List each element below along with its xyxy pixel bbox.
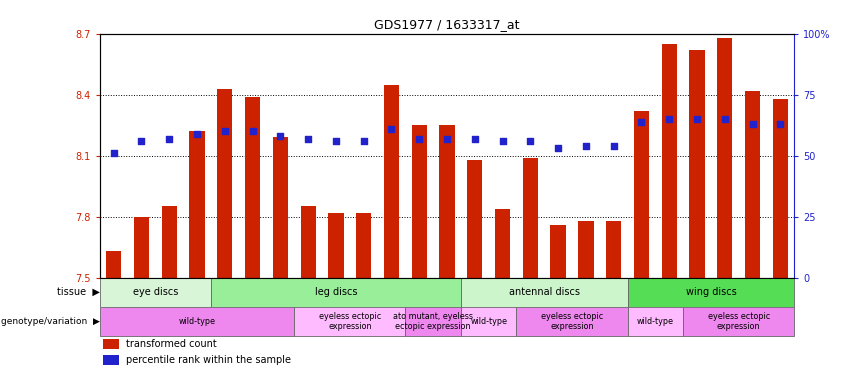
Bar <box>628 278 794 307</box>
Point <box>412 136 426 142</box>
Point <box>496 138 510 144</box>
Bar <box>516 307 628 336</box>
Bar <box>439 125 455 278</box>
Point <box>551 146 565 152</box>
Point <box>246 128 260 134</box>
Text: percentile rank within the sample: percentile rank within the sample <box>126 355 291 365</box>
Point <box>718 116 732 122</box>
Title: GDS1977 / 1633317_at: GDS1977 / 1633317_at <box>374 18 520 31</box>
Text: genotype/variation  ▶: genotype/variation ▶ <box>1 317 100 326</box>
Point <box>357 138 371 144</box>
Bar <box>661 44 677 278</box>
Bar <box>461 278 628 307</box>
Bar <box>467 160 483 278</box>
Point <box>190 131 204 137</box>
Bar <box>217 88 233 278</box>
Bar <box>405 307 461 336</box>
Bar <box>461 307 516 336</box>
Bar <box>103 355 119 365</box>
Bar <box>773 99 788 278</box>
Bar <box>161 207 177 278</box>
Bar <box>550 225 566 278</box>
Text: leg discs: leg discs <box>315 287 357 297</box>
Bar <box>294 307 405 336</box>
Text: transformed count: transformed count <box>126 339 217 349</box>
Text: tissue  ▶: tissue ▶ <box>57 287 100 297</box>
Bar <box>211 278 461 307</box>
Bar <box>606 221 621 278</box>
Bar <box>578 221 594 278</box>
Text: eye discs: eye discs <box>133 287 178 297</box>
Bar <box>189 131 205 278</box>
Bar <box>683 307 794 336</box>
Bar <box>523 158 538 278</box>
Text: eyeless ectopic
expression: eyeless ectopic expression <box>319 312 381 331</box>
Bar <box>689 50 705 278</box>
Point <box>162 136 176 142</box>
Point <box>440 136 454 142</box>
Bar <box>717 38 733 278</box>
Bar <box>356 213 372 278</box>
Point <box>773 121 787 127</box>
Point <box>662 116 676 122</box>
Text: eyeless ectopic
expression: eyeless ectopic expression <box>707 312 770 331</box>
Point <box>746 121 760 127</box>
Bar <box>411 125 427 278</box>
Point <box>468 136 482 142</box>
Bar <box>103 339 119 350</box>
Text: eyeless ectopic
expression: eyeless ectopic expression <box>541 312 603 331</box>
Text: wing discs: wing discs <box>686 287 736 297</box>
Bar <box>384 84 399 278</box>
Bar <box>495 209 510 278</box>
Text: wild-type: wild-type <box>470 317 507 326</box>
Bar <box>273 137 288 278</box>
Point <box>107 150 121 156</box>
Point <box>523 138 537 144</box>
Point <box>329 138 343 144</box>
Point <box>273 133 287 139</box>
Bar <box>628 307 683 336</box>
Bar <box>100 307 294 336</box>
Text: wild-type: wild-type <box>179 317 215 326</box>
Bar <box>634 111 649 278</box>
Point <box>635 118 648 124</box>
Point <box>218 128 232 134</box>
Bar <box>100 278 211 307</box>
Point <box>607 143 621 149</box>
Text: ato mutant, eyeless
ectopic expression: ato mutant, eyeless ectopic expression <box>393 312 473 331</box>
Point <box>690 116 704 122</box>
Bar <box>300 207 316 278</box>
Bar <box>245 97 260 278</box>
Point <box>135 138 148 144</box>
Text: wild-type: wild-type <box>637 317 674 326</box>
Bar <box>328 213 344 278</box>
Point <box>301 136 315 142</box>
Point <box>579 143 593 149</box>
Point <box>385 126 398 132</box>
Bar <box>134 217 149 278</box>
Bar <box>106 251 122 278</box>
Text: antennal discs: antennal discs <box>509 287 580 297</box>
Bar <box>745 91 760 278</box>
